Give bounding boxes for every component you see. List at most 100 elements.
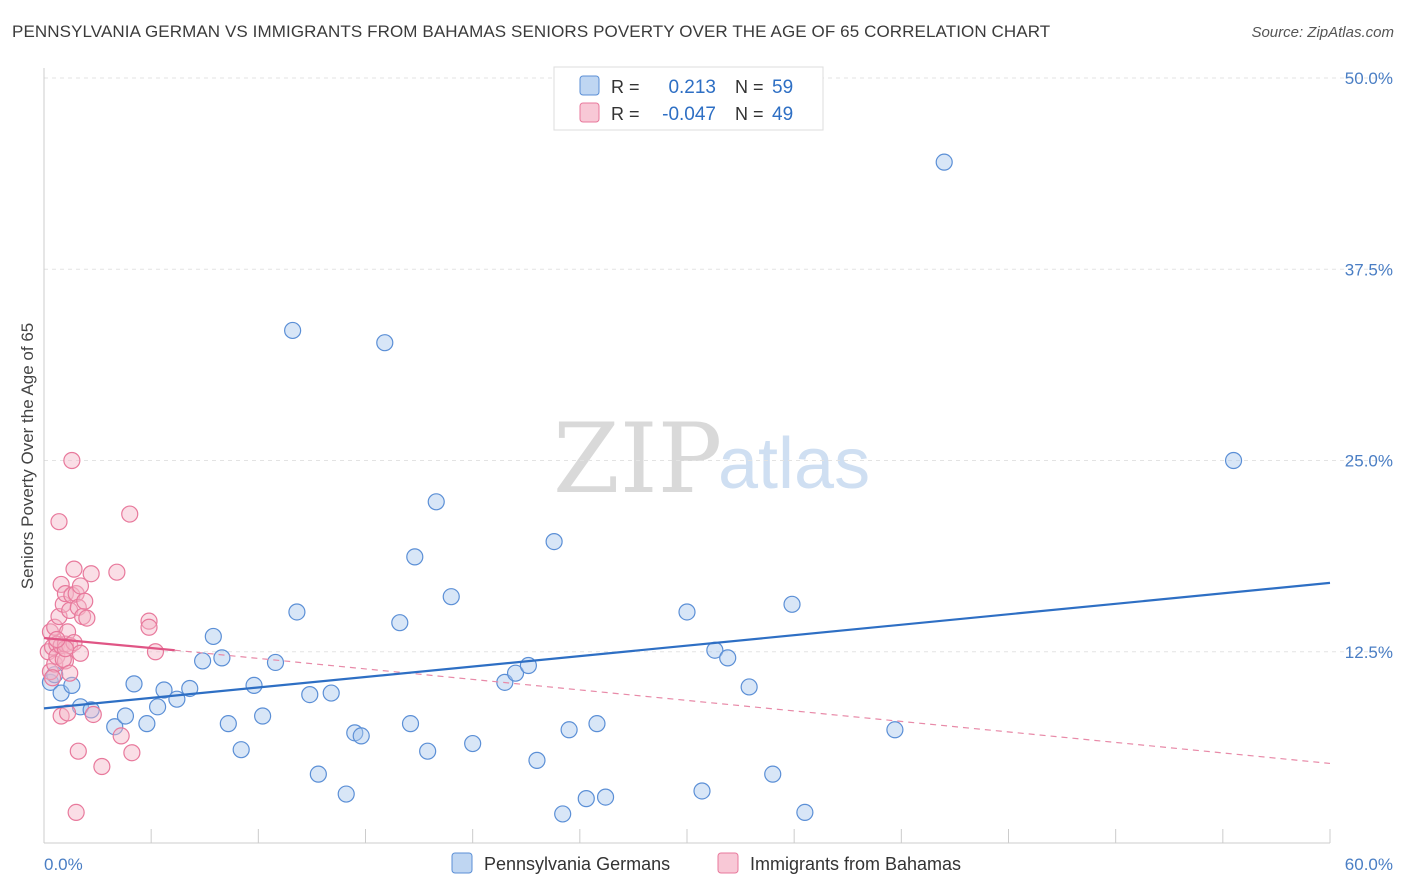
pennsylvania-germans-point-25 bbox=[322, 684, 340, 702]
series-pennsylvania-germans bbox=[41, 153, 1243, 823]
bahamas-point-34 bbox=[82, 565, 100, 583]
pennsylvania-germans-point-7 bbox=[125, 675, 143, 693]
pennsylvania-germans-point-6 bbox=[116, 707, 135, 725]
pennsylvania-germans-point-36 bbox=[464, 734, 482, 753]
y-tick-labels: 12.5% 25.0% 37.5% 50.0% bbox=[1345, 69, 1393, 662]
legend-n-value-1: 49 bbox=[772, 104, 793, 125]
watermark: ZIP atlas bbox=[553, 403, 870, 515]
pennsylvania-germans-point-53 bbox=[783, 595, 801, 613]
pennsylvania-germans-point-35 bbox=[442, 588, 460, 606]
pennsylvania-germans-point-54 bbox=[796, 803, 814, 822]
bahamas-point-24 bbox=[65, 560, 83, 578]
pennsylvania-germans-point-48 bbox=[693, 782, 711, 800]
legend-r-label-1: R = bbox=[611, 104, 640, 124]
bottom-legend-label-0: Pennsylvania Germans bbox=[484, 854, 670, 874]
pennsylvania-germans-point-41 bbox=[545, 532, 563, 551]
chart-title: PENNSYLVANIA GERMAN VS IMMIGRANTS FROM B… bbox=[12, 22, 1051, 41]
source-credit: Source: ZipAtlas.com bbox=[1251, 24, 1394, 41]
bahamas-point-25 bbox=[67, 803, 85, 822]
gridlines bbox=[44, 77, 1392, 653]
pennsylvania-germans-point-51 bbox=[740, 678, 758, 696]
bahamas-point-46 bbox=[61, 664, 79, 682]
legend-r-label-0: R = bbox=[611, 77, 640, 97]
bahamas-point-45 bbox=[54, 650, 72, 669]
bahamas-point-38 bbox=[112, 727, 130, 745]
pennsylvania-germans-point-14 bbox=[204, 627, 222, 646]
x-axis-ticks bbox=[150, 829, 1331, 843]
bahamas-point-35 bbox=[84, 705, 102, 724]
pennsylvania-germans-point-46 bbox=[596, 788, 615, 806]
bahamas-point-40 bbox=[123, 744, 141, 762]
y-tick-label-0: 12.5% bbox=[1345, 643, 1393, 662]
y-tick-label-1: 25.0% bbox=[1345, 452, 1393, 471]
pennsylvania-germans-point-15 bbox=[213, 649, 231, 667]
series-immigrants-from-bahamas bbox=[39, 451, 165, 822]
pennsylvania-germans-point-52 bbox=[764, 765, 782, 783]
bahamas-point-44 bbox=[43, 669, 62, 687]
pennsylvania-germans-point-8 bbox=[138, 715, 156, 733]
bahamas-point-10 bbox=[52, 575, 70, 594]
pennsylvania-germans-point-5 bbox=[106, 718, 124, 736]
bottom-legend-swatch-0 bbox=[451, 852, 473, 874]
x-tick-label-max: 60.0% bbox=[1345, 855, 1393, 874]
trend-line-bahamas bbox=[43, 636, 175, 652]
legend-n-value-0: 59 bbox=[772, 77, 793, 98]
pennsylvania-germans-point-28 bbox=[352, 727, 370, 745]
x-tick-label-min: 0.0% bbox=[44, 855, 83, 874]
legend-swatch-pink bbox=[579, 102, 600, 123]
bahamas-point-37 bbox=[108, 563, 126, 581]
bahamas-point-29 bbox=[71, 644, 90, 662]
pennsylvania-germans-point-11 bbox=[168, 690, 186, 708]
bahamas-point-28 bbox=[69, 742, 87, 760]
pennsylvania-germans-point-50 bbox=[719, 649, 737, 667]
pennsylvania-germans-point-17 bbox=[232, 741, 250, 759]
legend-n-label-0: N = bbox=[735, 77, 764, 97]
y-tick-label-3: 50.0% bbox=[1345, 69, 1393, 88]
bahamas-point-22 bbox=[63, 451, 81, 470]
pennsylvania-germans-point-20 bbox=[266, 653, 285, 672]
bahamas-point-8 bbox=[50, 513, 68, 531]
pennsylvania-germans-point-40 bbox=[528, 751, 546, 769]
pennsylvania-germans-point-9 bbox=[148, 698, 167, 716]
watermark-atlas: atlas bbox=[718, 424, 870, 504]
pennsylvania-germans-point-34 bbox=[427, 493, 445, 511]
pennsylvania-germans-point-55 bbox=[886, 721, 904, 739]
pennsylvania-germans-point-56 bbox=[935, 153, 953, 171]
pennsylvania-germans-point-19 bbox=[254, 707, 272, 725]
correlation-legend: R = 0.213 N = 59 R = -0.047 N = 49 bbox=[553, 66, 824, 131]
trend-lines bbox=[43, 581, 1331, 765]
legend-swatch-blue bbox=[579, 75, 600, 96]
y-tick-label-2: 37.5% bbox=[1345, 260, 1393, 279]
legend-r-value-0: 0.213 bbox=[668, 77, 716, 98]
y-axis-label: Seniors Poverty Over the Age of 65 bbox=[18, 323, 37, 589]
legend-r-value-1: -0.047 bbox=[662, 104, 716, 125]
pennsylvania-germans-point-18 bbox=[245, 676, 263, 695]
bahamas-point-32 bbox=[76, 592, 94, 610]
bahamas-point-43 bbox=[146, 643, 165, 661]
pennsylvania-germans-point-57 bbox=[1224, 451, 1243, 470]
pennsylvania-germans-point-30 bbox=[391, 614, 409, 632]
pennsylvania-germans-point-13 bbox=[194, 652, 212, 670]
pennsylvania-germans-point-16 bbox=[219, 715, 237, 733]
pennsylvania-germans-point-26 bbox=[337, 785, 355, 803]
pennsylvania-germans-point-38 bbox=[506, 664, 525, 682]
pennsylvania-germans-point-10 bbox=[155, 681, 173, 699]
bahamas-point-39 bbox=[121, 505, 139, 523]
pennsylvania-germans-point-29 bbox=[376, 334, 394, 352]
pennsylvania-germans-point-23 bbox=[301, 685, 319, 704]
pennsylvania-germans-point-31 bbox=[401, 715, 420, 733]
bahamas-point-36 bbox=[93, 757, 111, 776]
pennsylvania-germans-point-45 bbox=[588, 715, 606, 733]
trend-line-pennsylvania-germans bbox=[43, 581, 1331, 710]
pennsylvania-germans-point-47 bbox=[678, 603, 696, 621]
pennsylvania-germans-point-21 bbox=[284, 321, 302, 340]
legend-n-label-1: N = bbox=[735, 104, 764, 124]
bahamas-point-42 bbox=[140, 618, 158, 636]
pennsylvania-germans-point-42 bbox=[554, 805, 572, 823]
bottom-legend-swatch-1 bbox=[717, 852, 739, 874]
bahamas-point-33 bbox=[78, 609, 96, 627]
trend-line-bahamas-dashed bbox=[174, 649, 1331, 765]
watermark-zip: ZIP bbox=[553, 403, 722, 515]
pennsylvania-germans-point-12 bbox=[181, 679, 199, 698]
